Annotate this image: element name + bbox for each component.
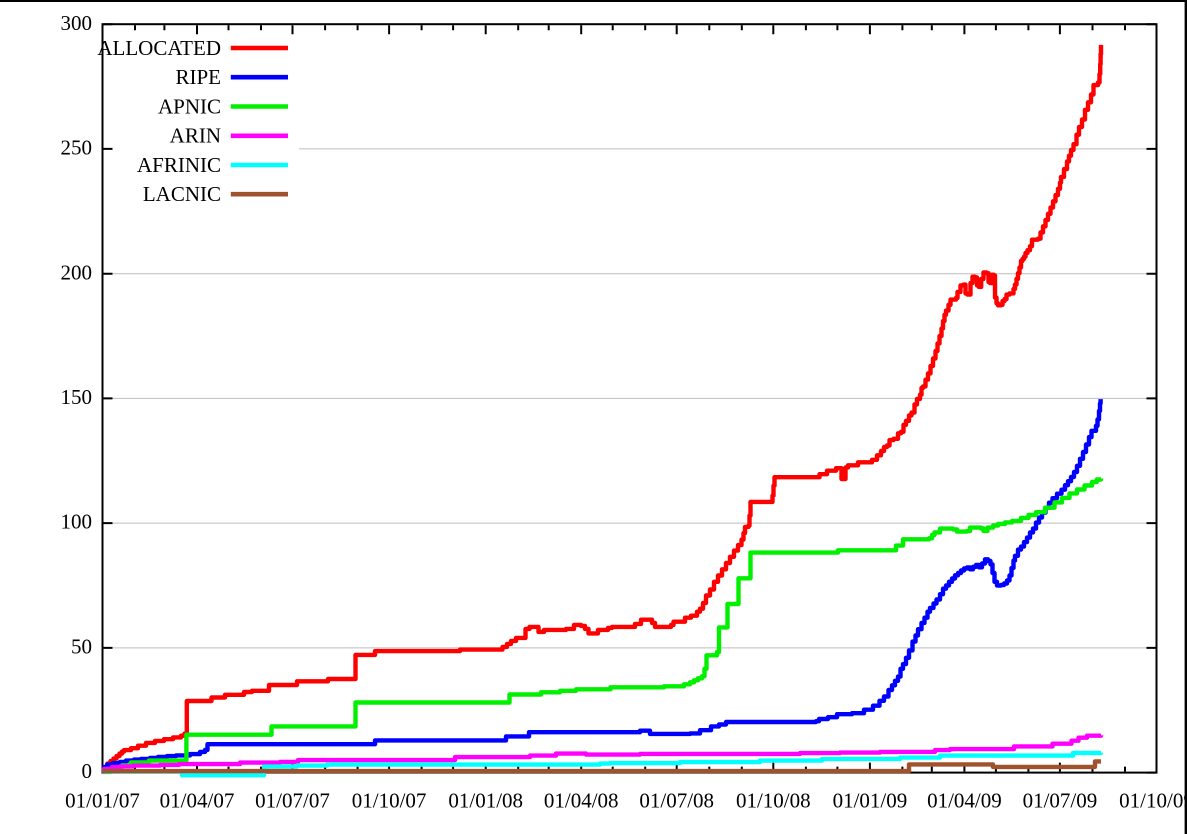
- svg-text:50: 50: [71, 635, 92, 659]
- svg-text:01/07/09: 01/07/09: [1023, 789, 1098, 813]
- svg-text:ARIN: ARIN: [170, 124, 221, 148]
- svg-text:APNIC: APNIC: [158, 94, 221, 118]
- svg-text:01/04/09: 01/04/09: [927, 789, 1002, 813]
- svg-text:LACNIC: LACNIC: [143, 182, 221, 206]
- svg-text:01/04/07: 01/04/07: [160, 789, 235, 813]
- svg-text:01/04/08: 01/04/08: [544, 789, 619, 813]
- svg-text:01/07/07: 01/07/07: [255, 789, 330, 813]
- svg-text:150: 150: [61, 385, 93, 409]
- svg-text:0: 0: [82, 759, 93, 783]
- svg-text:01/01/07: 01/01/07: [65, 789, 140, 813]
- svg-text:01/01/08: 01/01/08: [448, 789, 523, 813]
- svg-text:AFRINIC: AFRINIC: [137, 153, 221, 177]
- svg-text:250: 250: [61, 136, 93, 160]
- svg-text:01/10/08: 01/10/08: [736, 789, 811, 813]
- svg-text:100: 100: [61, 510, 93, 534]
- svg-text:RIPE: RIPE: [175, 65, 221, 89]
- svg-text:01/10/09: 01/10/09: [1119, 789, 1187, 813]
- svg-text:200: 200: [61, 260, 93, 284]
- svg-text:300: 300: [61, 11, 93, 35]
- svg-text:01/10/07: 01/10/07: [352, 789, 427, 813]
- svg-text:ALLOCATED: ALLOCATED: [97, 36, 221, 60]
- svg-text:01/01/09: 01/01/09: [833, 789, 908, 813]
- svg-text:01/07/08: 01/07/08: [639, 789, 714, 813]
